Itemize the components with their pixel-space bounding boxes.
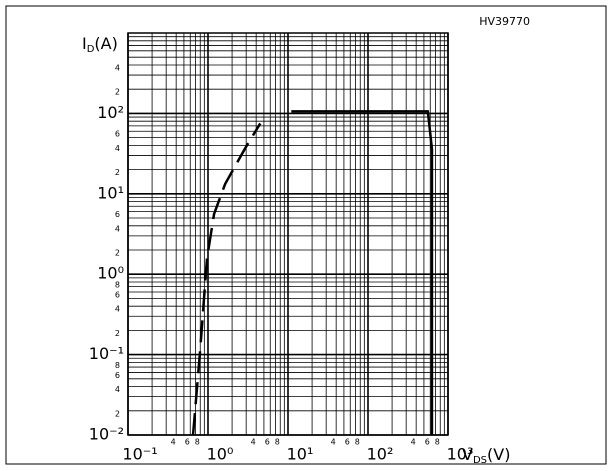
x-label-symbol: V	[462, 445, 473, 464]
x-tick-label: 10¹	[287, 445, 314, 464]
y-minor-tick-label: 6	[115, 291, 120, 300]
y-minor-tick-label: 6	[115, 130, 120, 139]
y-minor-tick-label: 8	[115, 361, 120, 370]
curve	[191, 122, 262, 436]
y-minor-tick-label: 6	[115, 210, 120, 219]
x-minor-tick-label: 8	[275, 438, 280, 447]
x-minor-tick-label: 8	[355, 438, 360, 447]
code-label: HV39770	[479, 15, 530, 28]
x-label-unit: (V)	[487, 445, 510, 464]
plot-border	[127, 32, 449, 436]
y-minor-tick-label: 4	[115, 144, 120, 153]
frame	[5, 5, 607, 465]
y-minor-tick-label: 4	[115, 305, 120, 314]
x-minor-tick-label: 6	[185, 438, 190, 447]
y-tick-label: 10¹	[97, 183, 124, 202]
x-minor-tick-label: 4	[171, 438, 176, 447]
y-minor-tick-label: 2	[115, 329, 120, 338]
y-minor-tick-label: 4	[115, 385, 120, 394]
x-minor-tick-label: 6	[345, 438, 350, 447]
x-minor-tick-label: 6	[425, 438, 430, 447]
x-axis-label: VDS(V)	[462, 445, 510, 467]
x-label-sub: DS	[473, 455, 487, 466]
y-minor-tick-label: 4	[115, 63, 120, 72]
x-minor-tick-label: 4	[331, 438, 336, 447]
y-minor-tick-label: 4	[115, 224, 120, 233]
y-minor-tick-label: 2	[115, 168, 120, 177]
y-label-symbol: I	[82, 34, 87, 53]
y-label-unit: (A)	[94, 34, 117, 53]
x-tick-label: 10³	[447, 445, 474, 464]
y-minor-tick-label: 2	[115, 88, 120, 97]
x-tick-label: 10⁻¹	[122, 445, 157, 464]
y-label-sub: D	[87, 44, 95, 55]
y-tick-label: 10⁻¹	[89, 344, 124, 363]
x-tick-label: 10⁰	[207, 445, 234, 464]
x-minor-tick-label: 4	[411, 438, 416, 447]
y-tick-label: 10²	[97, 103, 124, 122]
y-tick-label: 10⁰	[97, 264, 124, 283]
x-tick-label: 10²	[367, 445, 394, 464]
y-minor-tick-label: 6	[115, 371, 120, 380]
y-tick-label: 10⁻²	[89, 425, 124, 444]
x-minor-tick-label: 8	[435, 438, 440, 447]
x-minor-tick-label: 6	[265, 438, 270, 447]
curve	[291, 110, 434, 435]
y-minor-tick-label: 2	[115, 409, 120, 418]
y-axis-label: ID(A)	[82, 34, 118, 56]
y-minor-tick-label: 8	[115, 280, 120, 289]
y-minor-tick-label: 2	[115, 248, 120, 257]
x-minor-tick-label: 8	[195, 438, 200, 447]
x-minor-tick-label: 4	[251, 438, 256, 447]
